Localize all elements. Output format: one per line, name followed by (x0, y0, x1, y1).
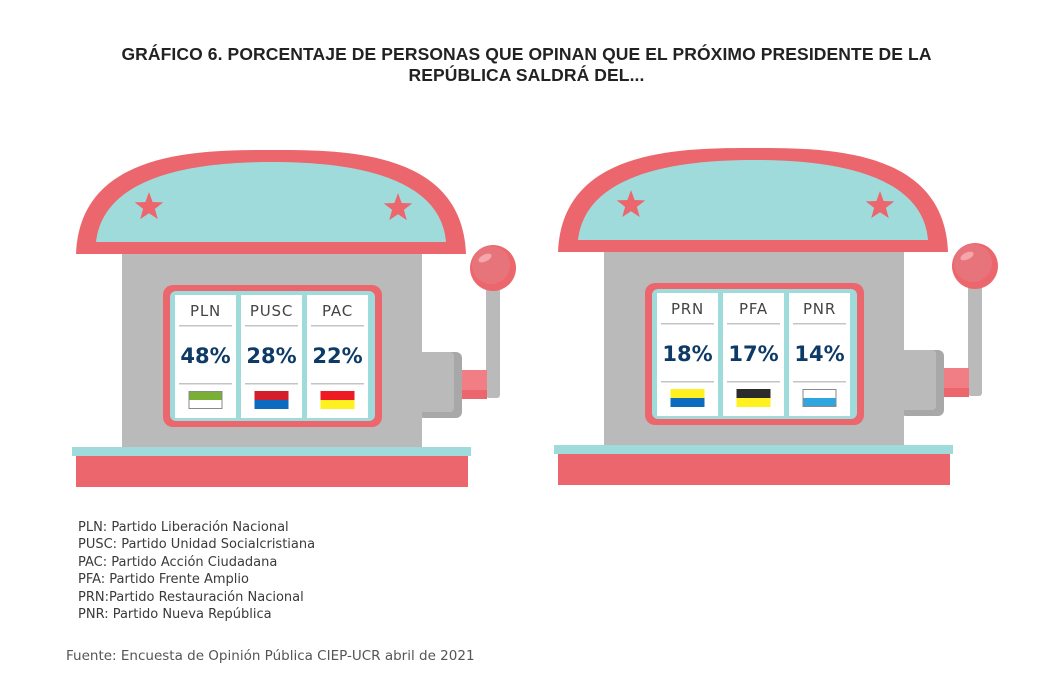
divider (311, 325, 364, 327)
divider (245, 325, 298, 327)
percent-value: 22% (312, 344, 362, 368)
party-label: PAC (322, 302, 353, 320)
flag-stripe-top (188, 391, 223, 400)
flag-stripe-top (670, 389, 705, 398)
divider (179, 383, 232, 385)
divider (311, 383, 364, 385)
lever-stick (486, 278, 500, 398)
party-abbreviation-legend: PLN: Partido Liberación Nacional PUSC: P… (78, 519, 315, 623)
divider (245, 383, 298, 385)
divider (661, 323, 714, 325)
divider (793, 323, 846, 325)
percent-value: 18% (662, 342, 712, 366)
machine-left: PLN 48% PUSC 28% PAC 22% (72, 150, 516, 487)
lever-knob-face (472, 246, 510, 284)
machine-base (558, 454, 950, 485)
legend-item: PUSC: Partido Unidad Socialcristiana (78, 537, 316, 553)
flag-border (188, 391, 223, 409)
party-label: PRN (671, 300, 704, 318)
divider (727, 381, 780, 383)
chart-title: GRÁFICO 6. PORCENTAJE DE PERSONAS QUE OP… (0, 44, 1053, 86)
legend-item: PLN: Partido Liberación Nacional (78, 520, 289, 535)
percent-value: 28% (246, 344, 296, 368)
flag-stripe-top (736, 389, 771, 398)
percent-value: 48% (180, 344, 230, 368)
flag-stripe-bottom (254, 400, 289, 409)
machine-dome-panel (96, 162, 446, 242)
reel-pfa: PFA 17% (723, 293, 784, 416)
divider (727, 323, 780, 325)
flag-stripe-bottom (802, 398, 837, 407)
flag-border (802, 389, 837, 407)
machine-base-trim (72, 447, 471, 456)
divider (179, 325, 232, 327)
legend-item: PRN:Partido Restauración Nacional (78, 589, 304, 605)
legend-item: PAC: Partido Acción Ciudadana (78, 554, 278, 570)
source-note: Fuente: Encuesta de Opinión Pública CIEP… (66, 648, 475, 664)
flag-stripe-bottom (188, 400, 223, 409)
lever-knob-highlight (960, 251, 974, 261)
lever-stick (968, 276, 982, 396)
percent-value: 14% (794, 342, 844, 366)
lever-connector-shadow (462, 390, 487, 399)
star-icon (134, 192, 164, 220)
party-label: PUSC (250, 302, 293, 320)
party-label: PLN (190, 302, 221, 320)
party-label: PFA (739, 300, 768, 318)
star-icon (383, 193, 413, 221)
party-label: PNR (803, 300, 836, 318)
lever-connector-shadow (944, 388, 969, 397)
flag-stripe-bottom (320, 400, 355, 409)
reel-pac: PAC 22% (307, 295, 368, 418)
flag-stripe-top (254, 391, 289, 400)
chart-title-line-2: REPÚBLICA SALDRÁ DEL... (408, 65, 645, 85)
chart-title-line-1: GRÁFICO 6. PORCENTAJE DE PERSONAS QUE OP… (121, 44, 932, 64)
legend-item: PFA: Partido Frente Amplio (78, 572, 249, 588)
divider (793, 381, 846, 383)
reel-pln: PLN 48% (175, 295, 236, 418)
divider (661, 381, 714, 383)
reel-pusc: PUSC 28% (241, 295, 302, 418)
star-icon (616, 190, 646, 218)
lever-knob-highlight (478, 253, 492, 263)
machine-base (76, 456, 468, 487)
lever-knob-face (954, 244, 992, 282)
lever-housing-face (900, 350, 936, 410)
reel-prn: PRN 18% (657, 293, 718, 416)
flag-stripe-bottom (736, 398, 771, 407)
legend-item: PNR: Partido Nueva República (78, 607, 272, 623)
flag-stripe-top (802, 389, 837, 398)
percent-value: 17% (728, 342, 778, 366)
machine-right: PRN 18% PFA 17% PNR 14% (554, 148, 998, 485)
machine-dome-panel (578, 160, 928, 240)
flag-stripe-top (320, 391, 355, 400)
star-icon (865, 191, 895, 219)
flag-stripe-bottom (670, 398, 705, 407)
lever-housing-face (418, 352, 454, 412)
machine-base-trim (554, 445, 953, 454)
reel-pnr: PNR 14% (789, 293, 850, 416)
